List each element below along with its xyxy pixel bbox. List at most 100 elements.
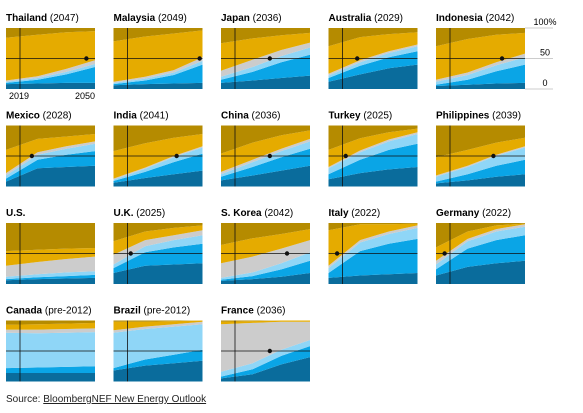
crossover-dot — [355, 56, 360, 61]
panel-mexico: Mexico (2028) — [6, 111, 95, 187]
y-tick-label: 100% — [533, 17, 556, 27]
country-name: U.K. — [114, 208, 134, 219]
source-note: Source: BloombergNEF New Energy Outlook — [6, 394, 206, 405]
area-layer-dark-blue — [221, 273, 310, 284]
area-layer-gold — [328, 32, 418, 74]
crossover-year: (2036) — [254, 306, 286, 317]
country-name: Brazil — [114, 306, 141, 317]
panel-title: Japan (2036) — [221, 13, 282, 24]
country-name: Malaysia — [114, 13, 156, 24]
area-layer-light-blue — [113, 235, 203, 269]
panel-title: Mexico (2028) — [6, 111, 72, 122]
area-layer-dark-gold — [113, 320, 203, 322]
area-layer-gold — [113, 320, 203, 331]
area-layer-blue — [221, 54, 310, 83]
area-layer-gold — [436, 223, 525, 261]
area-layer-dark-gold — [6, 125, 95, 150]
crossover-year: (2022) — [349, 208, 381, 219]
area-layer-gold — [328, 223, 418, 266]
country-name: India — [114, 111, 138, 122]
country-name: Canada — [6, 306, 43, 317]
area-layer-gray — [6, 256, 95, 277]
area-layer-dark-gold — [6, 28, 95, 38]
country-name: Thailand — [6, 13, 47, 24]
area-layer-gray — [221, 138, 310, 175]
area-layer-gray — [6, 141, 95, 176]
area-layer-gray — [6, 328, 95, 334]
area-layer-gold — [436, 32, 525, 80]
area-layer-gold — [436, 137, 525, 176]
area-layer-light-blue — [436, 226, 525, 270]
country-name: Japan — [221, 13, 250, 24]
area-layer-gold — [221, 320, 310, 325]
country-name: Italy — [329, 208, 349, 219]
area-layer-gray — [328, 225, 418, 269]
panel-title: U.K. (2025) — [114, 208, 166, 219]
area-layer-gold — [6, 248, 95, 266]
area-layer-gold — [221, 32, 310, 71]
area-layer-light-blue — [6, 143, 95, 179]
area-layer-dark-blue — [436, 82, 525, 89]
panel-india: India (2041) — [113, 111, 203, 187]
area-layer-dark-blue — [328, 167, 418, 187]
country-name: Turkey — [329, 111, 361, 122]
area-layer-light-blue — [6, 64, 95, 83]
crossover-year: (pre-2012) — [141, 306, 190, 317]
area-layer-gray — [221, 321, 310, 372]
area-layer-light-blue — [113, 60, 203, 85]
crossover-dot — [174, 153, 179, 159]
area-layer-blue — [6, 274, 95, 281]
crossover-year: (2036) — [249, 111, 281, 122]
panel-indonesia: Indonesia (2042) 100% 50 0 — [436, 13, 557, 90]
panel-thailand: Thailand (2047) 2019 2050 — [6, 13, 95, 101]
area-layer-gray — [221, 42, 310, 77]
area-layer-blue — [436, 235, 525, 276]
panel-title: Canada (pre-2012) — [6, 306, 92, 317]
panel-france: France (2036) — [221, 306, 310, 382]
panel-title: France (2036) — [221, 306, 285, 317]
area-layer-dark-gold — [113, 28, 203, 42]
panel-s-korea: S. Korea (2042) — [221, 208, 310, 284]
panel-philippines: Philippines (2039) — [436, 111, 525, 187]
country-name: Australia — [329, 13, 372, 24]
panel-u-k: U.K. (2025) — [113, 208, 203, 284]
crossover-year: (2047) — [47, 13, 79, 24]
area-layer-dark-blue — [6, 277, 95, 284]
area-layer-blue — [328, 143, 418, 180]
crossover-year: (2042) — [483, 13, 515, 24]
crossover-dot — [343, 153, 348, 159]
panel-italy: Italy (2022) — [328, 208, 418, 284]
crossover-year: (2036) — [250, 13, 282, 24]
panel-malaysia: Malaysia (2049) — [113, 13, 203, 89]
source-link[interactable]: BloombergNEF New Energy Outlook — [43, 394, 207, 405]
panel-title: Thailand (2047) — [6, 13, 79, 24]
area-layer-gold — [328, 128, 418, 167]
area-layer-blue — [221, 346, 310, 379]
panel-title: China (2036) — [221, 111, 280, 122]
crossover-dot — [334, 251, 340, 256]
panel-title: Indonesia (2042) — [436, 13, 514, 24]
area-layer-dark-blue — [6, 165, 95, 187]
area-layer-gold — [113, 30, 203, 82]
area-layer-dark-gold — [221, 223, 310, 245]
area-layer-gray — [113, 146, 203, 180]
area-layer-dark-blue — [6, 373, 95, 382]
area-layer-blue — [436, 64, 525, 86]
area-layer-blue — [113, 349, 203, 371]
crossover-year: (2049) — [155, 13, 187, 24]
area-layer-light-blue — [436, 57, 525, 85]
crossover-dot — [128, 251, 133, 256]
area-layer-gray — [221, 240, 310, 278]
panel-japan: Japan (2036) — [221, 13, 310, 89]
crossover-dot — [267, 56, 273, 61]
panel-title: Philippines (2039) — [436, 111, 521, 122]
country-name: France — [221, 306, 254, 317]
area-layer-gray — [113, 321, 203, 333]
crossover-dot — [499, 56, 505, 61]
area-layer-light-blue — [328, 227, 418, 273]
area-layer-gold — [6, 134, 95, 174]
area-layer-blue — [6, 151, 95, 182]
area-layer-dark-blue — [113, 82, 203, 89]
area-layer-gray — [113, 57, 203, 83]
